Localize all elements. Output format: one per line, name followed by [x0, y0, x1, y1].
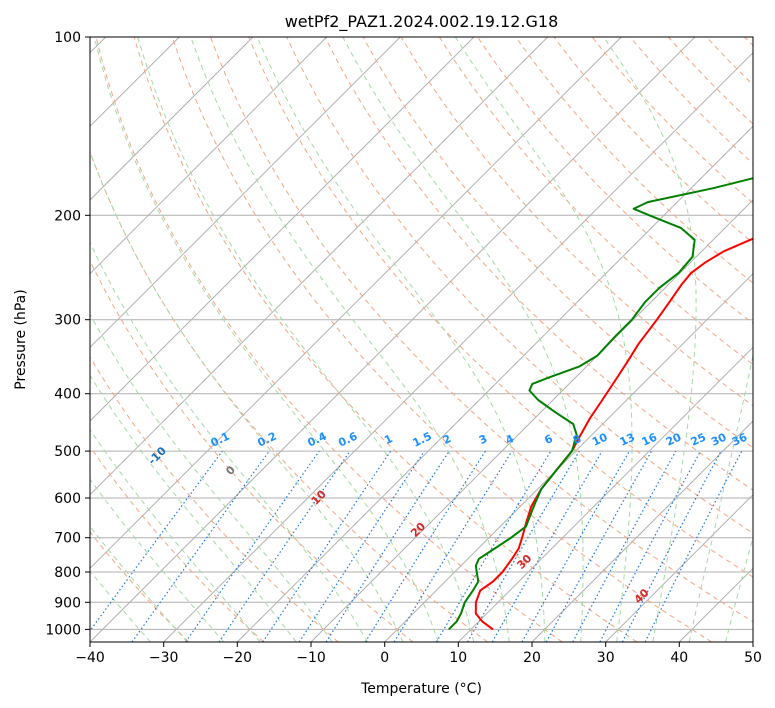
- moist-adiabat-line: [342, 37, 584, 642]
- x-tick-label: 40: [670, 650, 688, 666]
- moist-adiabat-line: [93, 37, 439, 642]
- mixing-ratio-line: [521, 450, 631, 642]
- chart-title: wetPf2_PAZ1.2024.002.19.12.G18: [285, 12, 559, 32]
- dry-adiabat-line: [248, 37, 753, 578]
- y-tick-label: 700: [54, 531, 81, 547]
- moist-adiabat-line: [90, 374, 297, 642]
- grid-layer: [90, 37, 753, 642]
- moist-adiabat-line: [256, 37, 546, 642]
- mixing-ratio-line: [466, 450, 580, 642]
- isotherm-line: [384, 272, 753, 642]
- mixing-ratio-line: [435, 450, 552, 642]
- x-tick-label: −10: [296, 650, 326, 666]
- y-axis-label: Pressure (hPa): [13, 289, 29, 389]
- mixing-ratio-label: 36: [730, 430, 750, 448]
- isotherm-line: [531, 420, 753, 642]
- dewpoint-profile-line: [448, 177, 753, 631]
- dry-adiabat-line: [438, 37, 753, 365]
- mixing-ratio-line: [364, 450, 486, 642]
- moist-adiabat-line: [688, 352, 753, 642]
- mixing-ratio-line: [325, 450, 450, 642]
- data-layer: [448, 177, 753, 631]
- dry-adiabat-line: [286, 37, 753, 534]
- isotherm-line: [457, 346, 753, 642]
- moist-adiabat-line: [90, 150, 404, 642]
- x-tick-label: −20: [223, 650, 253, 666]
- dry-adiabat-line: [400, 37, 753, 407]
- mixing-ratio-line: [491, 450, 603, 642]
- dry-adiabat-line: [95, 37, 563, 642]
- x-tick-label: 20: [523, 650, 541, 666]
- x-tick-label: 50: [744, 650, 762, 666]
- mixing-ratio-line: [185, 450, 320, 642]
- axis-layer: −40 −30 −20 −10 0 10 20 30 40 50 100 200 300 400 500 60…: [45, 30, 762, 666]
- dry-adiabat-line: [362, 37, 753, 449]
- temperature-profile-line: [474, 237, 753, 631]
- x-tick-label: 0: [380, 650, 389, 666]
- mixing-ratio-label: 20: [664, 430, 684, 448]
- mixing-ratio-label: 30: [709, 430, 729, 448]
- dry-adiabat-line: [210, 37, 753, 623]
- moist-adiabat-line: [454, 37, 633, 642]
- y-tick-label: 800: [54, 565, 81, 581]
- moist-adiabat-line: [90, 313, 333, 642]
- mixing-ratio-line: [90, 450, 223, 632]
- isotherm-line: [90, 37, 549, 496]
- mixing-ratio-label: 25: [689, 431, 708, 449]
- isotherm-line: [90, 37, 622, 570]
- isotherm-line: [90, 37, 254, 201]
- isotherm-line: [605, 493, 753, 642]
- dry-adiabat-line: [324, 37, 753, 491]
- y-tick-label: 100: [54, 30, 81, 46]
- moist-adiabat-line: [137, 37, 475, 642]
- mixing-ratio-line: [393, 450, 513, 642]
- isotherm-line: [90, 37, 696, 642]
- y-tick-label: 500: [54, 444, 81, 460]
- isotherm-line: [90, 37, 401, 349]
- mixing-ratio-line: [218, 450, 351, 642]
- mixing-ratio-label: 13: [618, 431, 637, 449]
- y-tick-label: 300: [54, 313, 81, 329]
- plot-frame: [89, 36, 754, 643]
- moist-adiabat-line: [603, 37, 697, 642]
- y-tick-label: 900: [54, 595, 81, 611]
- x-tick-label: 10: [449, 650, 467, 666]
- dry-adiabat-line: [90, 356, 339, 642]
- dry-adiabat-line: [133, 37, 638, 642]
- isotherm-line: [90, 37, 328, 275]
- dry-adiabat-line: [90, 259, 414, 642]
- y-tick-label: 400: [54, 387, 81, 403]
- moist-adiabat-line: [190, 37, 510, 642]
- y-tick-label: 1000: [45, 622, 81, 638]
- dry-adiabat-line: [90, 531, 190, 642]
- mixing-ratio-label: 10: [590, 430, 610, 448]
- x-tick-label: 30: [597, 650, 615, 666]
- x-tick-label: −40: [75, 650, 105, 666]
- line-label-layer: -100-90-80-70-60-50-40-30-20-10010203040…: [146, 429, 750, 606]
- y-tick-label: 600: [54, 491, 81, 507]
- mixing-ratio-line: [131, 450, 270, 642]
- x-axis-label: Temperature (°C): [360, 681, 482, 697]
- mixing-ratio-line: [572, 450, 677, 642]
- mixing-ratio-line: [545, 450, 653, 642]
- x-tick-label: −30: [149, 650, 179, 666]
- mixing-ratio-label: 16: [640, 430, 660, 448]
- y-tick-label: 200: [54, 208, 81, 224]
- isotherm-line: [90, 37, 475, 422]
- isotherm-line: [163, 51, 753, 642]
